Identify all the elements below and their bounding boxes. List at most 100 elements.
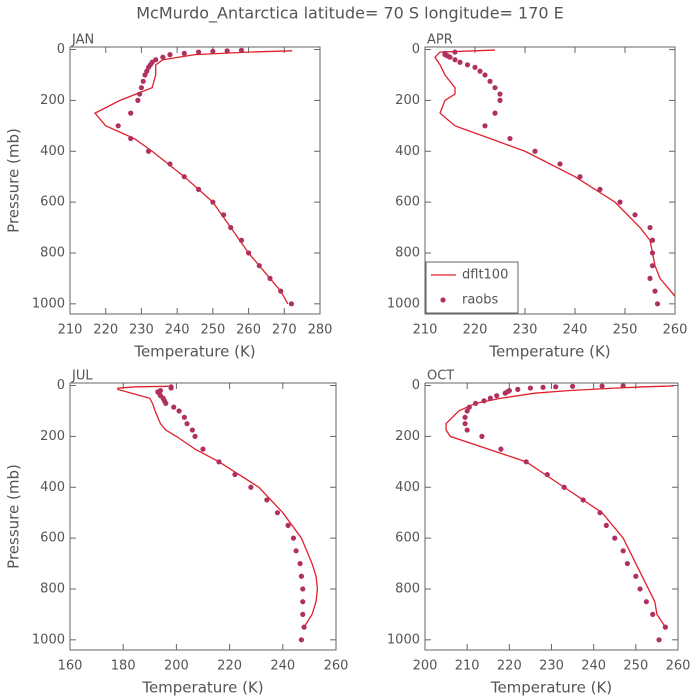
raob-point bbox=[300, 586, 306, 592]
x-tick-label: 240 bbox=[581, 659, 606, 674]
raob-point bbox=[620, 383, 626, 389]
raob-point bbox=[561, 484, 567, 490]
raob-point bbox=[577, 174, 583, 180]
raob-point bbox=[210, 48, 216, 54]
x-tick-label: 250 bbox=[623, 659, 648, 674]
y-tick-label: 1000 bbox=[387, 632, 420, 647]
y-tick-label: 0 bbox=[57, 378, 65, 393]
x-tick-label: 220 bbox=[217, 659, 242, 674]
raob-point bbox=[497, 97, 503, 103]
panel-label: APR bbox=[427, 33, 453, 48]
raob-point bbox=[216, 459, 222, 465]
y-tick-label: 400 bbox=[40, 144, 65, 159]
x-tick-label: 180 bbox=[111, 659, 136, 674]
x-axis-label: Temperature (K) bbox=[133, 343, 255, 361]
raob-point bbox=[160, 54, 166, 60]
raob-point bbox=[632, 212, 638, 218]
x-tick-label: 260 bbox=[666, 659, 691, 674]
y-tick-label: 800 bbox=[395, 581, 420, 596]
x-tick-label: 220 bbox=[463, 323, 488, 338]
raob-point bbox=[464, 62, 471, 68]
raob-point bbox=[637, 586, 643, 592]
raob-point bbox=[532, 148, 538, 154]
x-tick-label: 240 bbox=[270, 659, 295, 674]
y-tick-label: 400 bbox=[395, 480, 420, 495]
raob-point bbox=[506, 388, 512, 394]
raob-point bbox=[569, 383, 576, 389]
x-axis-label: Temperature (K) bbox=[141, 679, 263, 697]
temperature-line bbox=[93, 50, 293, 305]
raob-point bbox=[232, 471, 238, 478]
raob-point bbox=[492, 110, 498, 116]
y-tick-label: 1000 bbox=[32, 296, 65, 311]
x-tick-label: 210 bbox=[455, 659, 480, 674]
x-tick-label: 230 bbox=[129, 323, 154, 338]
raob-point bbox=[297, 560, 303, 567]
raob-point bbox=[264, 497, 270, 503]
y-tick-label: 600 bbox=[395, 195, 420, 210]
y-tick-label: 600 bbox=[40, 195, 65, 210]
raob-point bbox=[580, 497, 586, 503]
raob-point bbox=[617, 199, 623, 205]
raob-point bbox=[647, 224, 653, 231]
raob-point bbox=[497, 91, 503, 97]
y-tick-label: 400 bbox=[395, 144, 420, 159]
legend-swatch bbox=[440, 297, 446, 303]
raob-point bbox=[285, 522, 291, 529]
y-tick-label: 0 bbox=[412, 378, 420, 393]
x-tick-label: 210 bbox=[58, 323, 83, 338]
raob-point bbox=[650, 611, 656, 618]
raob-point bbox=[293, 548, 299, 554]
raob-point bbox=[492, 85, 498, 91]
raob-point bbox=[457, 59, 463, 65]
x-tick-label: 230 bbox=[513, 323, 538, 338]
x-tick-label: 200 bbox=[413, 659, 438, 674]
raob-point bbox=[515, 386, 521, 392]
raob-point bbox=[557, 161, 563, 167]
raob-point bbox=[473, 400, 479, 406]
x-tick-label: 240 bbox=[165, 323, 190, 338]
figure-title: McMurdo_Antarctica latitude= 70 S longit… bbox=[136, 4, 564, 24]
raob-point bbox=[228, 224, 234, 231]
raob-point bbox=[649, 250, 656, 256]
raob-point bbox=[462, 421, 468, 427]
y-tick-label: 200 bbox=[395, 93, 420, 108]
raob-point bbox=[624, 560, 631, 567]
temperature-line bbox=[434, 49, 676, 297]
raob-point bbox=[472, 64, 478, 70]
panel-label: JAN bbox=[71, 33, 94, 48]
raob-point bbox=[553, 384, 559, 390]
y-axis-label: Pressure (mb) bbox=[5, 128, 23, 233]
raob-point bbox=[192, 433, 198, 439]
x-tick-label: 260 bbox=[324, 659, 349, 674]
raob-point bbox=[245, 250, 252, 256]
y-tick-label: 1000 bbox=[32, 632, 65, 647]
panel: JAN 210 220 230 240 250 260 270 280 0 200 400 600 800… bbox=[5, 33, 333, 361]
panel: JUL 160 180 200 220 240 260 0 200 400 600 800 1000 Te… bbox=[5, 369, 349, 697]
raob-point bbox=[200, 446, 206, 452]
panel-label: OCT bbox=[427, 369, 454, 384]
raob-point bbox=[633, 573, 639, 579]
legend-label: raobs bbox=[462, 293, 499, 308]
raob-point bbox=[527, 385, 534, 391]
raob-point bbox=[300, 611, 306, 618]
raob-point bbox=[181, 50, 187, 56]
raob-point bbox=[145, 148, 152, 154]
raob-point bbox=[652, 288, 658, 294]
x-tick-label: 200 bbox=[164, 659, 189, 674]
panel-label: JUL bbox=[71, 369, 93, 384]
raob-point bbox=[462, 414, 468, 420]
y-tick-label: 800 bbox=[395, 245, 420, 260]
panel: APR 210 220 230 240 250 260 0 200 400 600 800 1000 Te… bbox=[387, 33, 688, 361]
raob-point bbox=[523, 459, 529, 465]
raob-point bbox=[654, 301, 661, 307]
x-tick-label: 270 bbox=[272, 323, 297, 338]
raob-point bbox=[290, 535, 297, 541]
raob-point bbox=[498, 446, 504, 452]
raob-point bbox=[647, 275, 653, 281]
x-axis-label: Temperature (K) bbox=[490, 679, 612, 697]
y-tick-label: 0 bbox=[57, 42, 65, 57]
raob-point bbox=[140, 78, 146, 84]
raob-point bbox=[224, 48, 230, 54]
